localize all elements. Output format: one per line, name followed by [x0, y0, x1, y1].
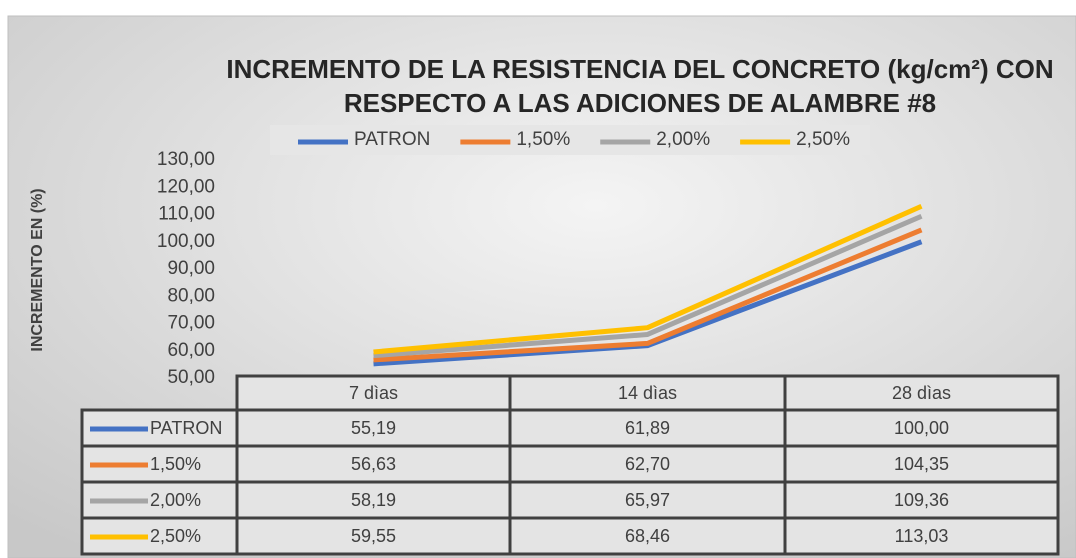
table-value: 68,46 — [625, 526, 670, 546]
table-value: 55,19 — [351, 418, 396, 438]
row-label: 2,50% — [150, 526, 201, 546]
y-tick-label: 70,00 — [167, 313, 215, 334]
table-value: 56,63 — [351, 454, 396, 474]
x-tick-label: 14 dìas — [618, 383, 677, 403]
legend-label: 1,50% — [516, 129, 570, 150]
table-value: 100,00 — [894, 418, 949, 438]
table-value: 59,55 — [351, 526, 396, 546]
y-tick-label: 110,00 — [158, 204, 215, 225]
series-line — [373, 227, 923, 363]
y-tick-label: 90,00 — [167, 258, 215, 279]
table-value: 109,36 — [894, 490, 949, 510]
y-tick-label: 50,00 — [167, 367, 215, 388]
table-value: 113,03 — [895, 526, 949, 546]
table-value: 58,19 — [351, 490, 396, 510]
legend-label: PATRON — [354, 129, 430, 150]
row-label: 1,50% — [150, 454, 201, 474]
y-tick-label: 60,00 — [167, 340, 215, 361]
y-tick-label: 130,00 — [157, 149, 215, 170]
legend-label: 2,00% — [656, 129, 710, 150]
chart-title: INCREMENTO DE LA RESISTENCIA DEL CONCRET… — [226, 54, 1054, 118]
series-line — [373, 203, 923, 355]
table-value: 65,97 — [625, 490, 670, 510]
y-tick-label: 80,00 — [167, 285, 215, 306]
y-tick-label: 120,00 — [157, 176, 215, 197]
row-label: 2,00% — [150, 490, 201, 510]
y-axis-title: INCREMENTO EN (%) — [29, 188, 46, 351]
table-value: 62,70 — [625, 454, 670, 474]
y-tick-label: 100,00 — [157, 231, 215, 252]
x-tick-label: 28 dìas — [892, 383, 951, 403]
table-cell — [783, 516, 1060, 556]
row-label: PATRON — [150, 418, 222, 438]
x-tick-label: 7 dìas — [349, 383, 398, 403]
series-line — [373, 213, 923, 359]
legend-label: 2,50% — [796, 129, 850, 150]
table-value: 61,89 — [625, 418, 670, 438]
table-value: 104,35 — [894, 454, 949, 474]
